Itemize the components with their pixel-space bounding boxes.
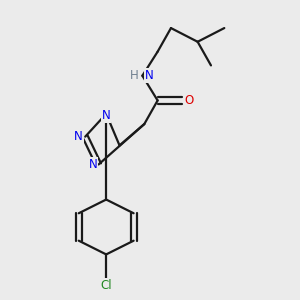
Text: N: N <box>102 109 111 122</box>
Text: N: N <box>74 130 83 143</box>
Text: O: O <box>184 94 194 107</box>
Text: N: N <box>88 158 97 171</box>
Text: Cl: Cl <box>100 279 112 292</box>
Text: N: N <box>145 69 154 82</box>
Text: H: H <box>130 69 138 82</box>
